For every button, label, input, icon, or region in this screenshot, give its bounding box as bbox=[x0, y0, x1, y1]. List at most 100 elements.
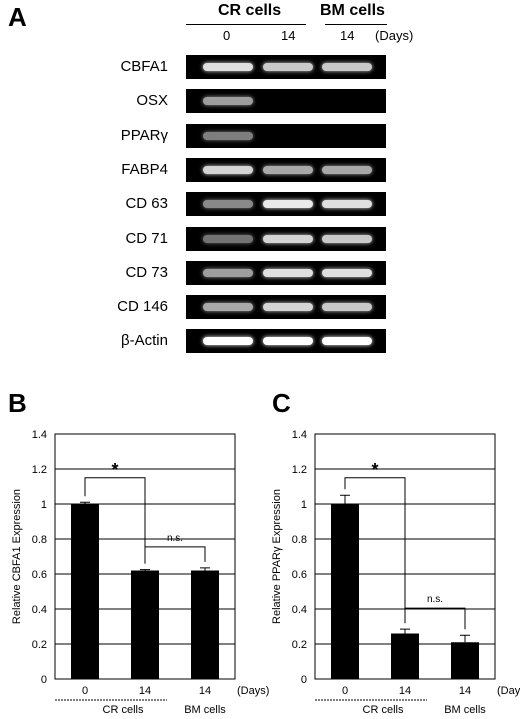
gel-band bbox=[263, 337, 313, 346]
gel-lane-row bbox=[186, 295, 386, 320]
y-tick-label: 1.4 bbox=[32, 429, 47, 441]
gel-band bbox=[203, 234, 253, 243]
gel-lane-row bbox=[186, 260, 386, 285]
gel-band bbox=[263, 268, 313, 277]
group-label-bm-cells: BM cells bbox=[320, 2, 385, 19]
chart-b-cbfa1: 0 0.2 0.4 0.6 0.8 1 1.2 1.4 Relative CBFA1 Expre… bbox=[11, 429, 269, 716]
x-tick-label: 14 bbox=[459, 685, 471, 697]
y-tick-label: 0.4 bbox=[292, 604, 307, 616]
significance-bracket bbox=[404, 607, 466, 630]
gel-band bbox=[322, 303, 372, 312]
gel-band bbox=[322, 200, 372, 209]
gel-band bbox=[322, 234, 372, 243]
gel-band bbox=[263, 165, 313, 174]
days-unit-label: (Days) bbox=[375, 28, 414, 43]
gel-band bbox=[322, 165, 372, 174]
y-axis-label: Relative CBFA1 Expression bbox=[11, 489, 23, 624]
chart-c-pparg: 0 0.2 0.4 0.6 0.8 1 1.2 1.4 Relative PPARγ Expre… bbox=[271, 429, 520, 716]
gel-lane-row bbox=[186, 157, 386, 182]
gel-lane-row bbox=[186, 329, 386, 354]
x-tick-label: 14 bbox=[139, 685, 151, 697]
gel-band bbox=[263, 200, 313, 209]
significance-label: n.s. bbox=[427, 594, 443, 605]
gel-band bbox=[203, 165, 253, 174]
gel-band bbox=[203, 303, 253, 312]
gel-lane-row bbox=[186, 192, 386, 217]
x-tick-label: 0 bbox=[82, 685, 88, 697]
group-underline-cr bbox=[186, 24, 306, 25]
gel-lane-row bbox=[186, 123, 386, 148]
gel-band bbox=[322, 268, 372, 277]
y-axis-label: Relative PPARγ Expression bbox=[271, 489, 283, 624]
y-tick-label: 0.2 bbox=[292, 639, 307, 651]
gel-band bbox=[322, 337, 372, 346]
x-tick-label: 14 bbox=[399, 685, 411, 697]
group-label-cr-cells: CR cells bbox=[103, 704, 144, 716]
gel-band bbox=[203, 131, 253, 140]
significance-bracket bbox=[84, 477, 146, 564]
gel-lane-row bbox=[186, 55, 386, 79]
x-tick-label: 14 bbox=[199, 685, 211, 697]
group-underline-bm bbox=[325, 24, 387, 25]
gel-band bbox=[203, 200, 253, 209]
bar bbox=[451, 642, 479, 679]
x-unit-label: (Days) bbox=[497, 685, 520, 697]
y-tick-label: 0.6 bbox=[292, 569, 307, 581]
group-label-cr-cells: CR cells bbox=[218, 2, 282, 19]
group-label-cr-cells: CR cells bbox=[363, 704, 404, 716]
significance-label: n.s. bbox=[167, 533, 183, 544]
y-tick-label: 0.8 bbox=[32, 534, 47, 546]
y-tick-label: 0.6 bbox=[32, 569, 47, 581]
day-label-0: 0 bbox=[223, 28, 231, 43]
gel-band bbox=[203, 97, 253, 106]
group-label-bm-cells: BM cells bbox=[184, 704, 226, 716]
gene-label: PPARγ bbox=[120, 126, 168, 144]
y-tick-label: 0.4 bbox=[32, 604, 47, 616]
gel-band bbox=[263, 234, 313, 243]
y-tick-label: 1.4 bbox=[292, 429, 307, 441]
y-tick-label: 1 bbox=[41, 499, 47, 511]
gel-lane-row bbox=[186, 226, 386, 251]
gene-label: CD 63 bbox=[125, 195, 168, 213]
gel-band bbox=[203, 63, 253, 71]
y-tick-label: 0 bbox=[301, 674, 307, 686]
y-tick-label: 0 bbox=[41, 674, 47, 686]
bar bbox=[71, 504, 99, 679]
significance-label: * bbox=[111, 460, 118, 480]
y-tick-label: 1 bbox=[301, 499, 307, 511]
panel-b-letter: B bbox=[8, 388, 27, 418]
bar bbox=[131, 570, 159, 679]
gel-band bbox=[263, 303, 313, 312]
gene-label: FABP4 bbox=[121, 160, 168, 178]
x-unit-label: (Days) bbox=[237, 685, 269, 697]
bar bbox=[391, 633, 419, 679]
group-label-bm-cells: BM cells bbox=[444, 704, 486, 716]
significance-bracket bbox=[344, 477, 406, 624]
significance-label: * bbox=[371, 460, 378, 480]
y-tick-label: 1.2 bbox=[32, 464, 47, 476]
gene-label: CD 146 bbox=[117, 298, 168, 316]
y-tick-label: 0.8 bbox=[292, 534, 307, 546]
gel-band bbox=[263, 63, 313, 71]
y-tick-label: 0.2 bbox=[32, 639, 47, 651]
panel-a-gel: A CR cells BM cells 0 14 14 (Days) CBFA1… bbox=[8, 2, 414, 354]
y-tick-label: 1.2 bbox=[292, 464, 307, 476]
gene-label: CD 71 bbox=[125, 229, 168, 247]
gene-label: β-Actin bbox=[121, 332, 168, 350]
gel-band bbox=[322, 63, 372, 71]
day-label-14-bm: 14 bbox=[340, 28, 355, 43]
gene-label: CBFA1 bbox=[120, 58, 168, 75]
day-label-14-cr: 14 bbox=[281, 28, 296, 43]
gene-label: CD 73 bbox=[125, 263, 168, 281]
panel-a-letter: A bbox=[8, 2, 27, 32]
bar bbox=[331, 504, 359, 679]
significance-bracket bbox=[144, 546, 206, 564]
gel-band bbox=[203, 337, 253, 346]
gene-label: OSX bbox=[136, 92, 168, 110]
gel-lane-row bbox=[186, 89, 386, 114]
x-tick-label: 0 bbox=[342, 685, 348, 697]
gel-band bbox=[203, 268, 253, 277]
panel-c-letter: C bbox=[272, 388, 291, 418]
bar bbox=[191, 570, 219, 679]
